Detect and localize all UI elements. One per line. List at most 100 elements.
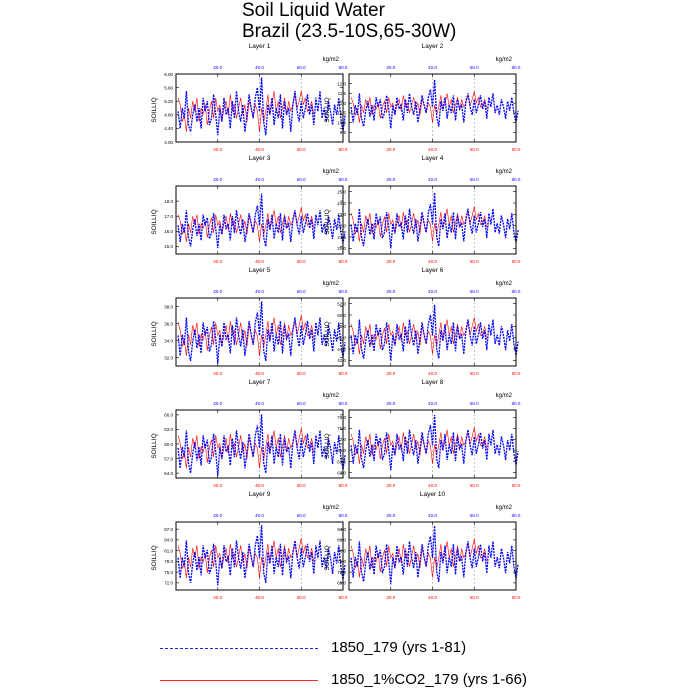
x-tick-label-top: 80.0: [339, 65, 348, 70]
x-tick-label-bottom: 20.0: [386, 483, 395, 488]
series-co2-line: [177, 538, 315, 579]
x-tick-label-top: 80.0: [512, 65, 521, 70]
x-tick-label-top: 20.0: [386, 289, 395, 294]
panel-title: Layer 8: [422, 379, 444, 386]
x-tick-label-bottom: 40.0: [255, 371, 264, 376]
series-co2-line: [350, 317, 488, 355]
y-tick-label: 4.00: [164, 140, 173, 145]
x-tick-label-top: 80.0: [512, 289, 521, 294]
panel-title: Layer 10: [420, 491, 446, 498]
y-tick-label: 63.0: [337, 470, 346, 475]
x-tick-label-top: 80.0: [339, 177, 348, 182]
x-tick-label-top: 80.0: [512, 177, 521, 182]
x-tick-label-bottom: 40.0: [428, 259, 437, 264]
x-tick-label-bottom: 80.0: [339, 371, 348, 376]
y-axis-label: SOILLIQ: [324, 321, 331, 346]
panel-7: Layer 7 kg/m2 SOILLIQ 54.0 57.0 60.0 63.0 66.0 2…: [151, 379, 348, 488]
series-control-line: [350, 79, 519, 129]
panel-title: Layer 6: [422, 267, 444, 274]
units-label: kg/m2: [323, 281, 340, 287]
x-tick-label-top: 80.0: [339, 401, 348, 406]
y-tick-label: 36.0: [164, 321, 173, 326]
legend-swatch-solid: [160, 680, 318, 681]
x-tick-label-bottom: 80.0: [339, 483, 348, 488]
y-tick-label: 4.40: [164, 126, 173, 131]
y-tick-label: 12.0: [337, 82, 346, 87]
x-tick-label-bottom: 80.0: [339, 147, 348, 152]
x-tick-label-top: 20.0: [213, 513, 222, 518]
legend-swatch-dashed: [160, 648, 318, 649]
x-tick-label-top: 40.0: [255, 401, 264, 406]
y-tick-label: 4.80: [164, 113, 173, 118]
series-co2-line: [350, 427, 488, 464]
x-tick-label-top: 60.0: [470, 289, 479, 294]
x-tick-label-top: 40.0: [428, 289, 437, 294]
panel-2: Layer 2 kg/m2 SOILLIQ 9.5 10.0 10.5 11.0 11.5 12…: [324, 43, 521, 152]
y-tick-label: 15.0: [164, 244, 173, 249]
panel-3: Layer 3 kg/m2 SOILLIQ 15.0 16.0 17.0 18.0 20.0 4…: [151, 155, 348, 264]
x-tick-label-bottom: 20.0: [386, 371, 395, 376]
units-label: kg/m2: [496, 393, 513, 399]
x-tick-label-top: 60.0: [470, 65, 479, 70]
y-tick-label: 72.0: [164, 581, 173, 586]
legend-item-co2: 1850_1%CO2_179 (yrs 1-66): [160, 670, 680, 692]
y-tick-label: 50.0: [337, 313, 346, 318]
y-tick-label: 44.0: [337, 347, 346, 352]
x-tick-label-bottom: 60.0: [470, 259, 479, 264]
series-control-line: [177, 193, 346, 249]
series-co2-line: [177, 427, 315, 469]
x-tick-label-top: 60.0: [470, 401, 479, 406]
x-tick-label-top: 40.0: [428, 513, 437, 518]
units-label: kg/m2: [323, 169, 340, 175]
panel-title: Layer 3: [249, 155, 271, 162]
x-tick-label-bottom: 40.0: [428, 147, 437, 152]
x-tick-label-bottom: 20.0: [213, 147, 222, 152]
x-tick-label-top: 80.0: [512, 401, 521, 406]
x-tick-label-top: 60.0: [297, 177, 306, 182]
y-tick-label: 32.0: [164, 355, 173, 360]
x-tick-label-top: 20.0: [213, 177, 222, 182]
y-axis-label: SOILLIQ: [151, 321, 158, 346]
y-tick-label: 75.0: [337, 559, 346, 564]
y-tick-label: 11.0: [338, 101, 347, 106]
series-control-line: [177, 77, 346, 136]
x-tick-label-top: 20.0: [386, 65, 395, 70]
y-tick-label: 38.0: [164, 304, 173, 309]
series-co2-line: [350, 91, 488, 123]
series-control-line: [350, 525, 519, 585]
x-tick-label-top: 20.0: [213, 289, 222, 294]
y-tick-label: 18.0: [164, 199, 173, 204]
x-tick-label-bottom: 20.0: [213, 259, 222, 264]
y-tick-label: 72.0: [337, 570, 346, 575]
y-tick-label: 48.0: [337, 324, 346, 329]
x-tick-label-bottom: 40.0: [255, 595, 264, 600]
y-tick-label: 81.0: [164, 548, 173, 553]
panel-1: Layer 1 kg/m2 SOILLIQ 4.00 4.40 4.80 5.20 5.60 6…: [151, 43, 348, 152]
y-tick-label: 22.0: [337, 223, 346, 228]
x-tick-label-top: 20.0: [386, 513, 395, 518]
chart-title: Soil Liquid Water: [242, 0, 385, 21]
y-axis-label: SOILLIQ: [151, 545, 158, 570]
x-tick-label-top: 40.0: [255, 289, 264, 294]
x-tick-label-bottom: 60.0: [470, 483, 479, 488]
x-tick-label-bottom: 60.0: [297, 259, 306, 264]
y-axis-label: SOILLIQ: [324, 209, 331, 234]
x-tick-label-bottom: 20.0: [213, 371, 222, 376]
panel-title: Layer 1: [249, 43, 271, 50]
legend-label-co2: 1850_1%CO2_179 (yrs 1-66): [331, 671, 527, 688]
panel-title: Layer 4: [422, 155, 444, 162]
x-tick-label-bottom: 60.0: [470, 595, 479, 600]
series-control-line: [350, 304, 519, 361]
x-tick-label-bottom: 60.0: [297, 483, 306, 488]
x-tick-label-bottom: 40.0: [255, 147, 264, 152]
y-tick-label: 84.0: [337, 527, 346, 532]
units-label: kg/m2: [323, 57, 340, 63]
panel-title: Layer 5: [249, 267, 271, 274]
y-tick-label: 78.0: [164, 559, 173, 564]
series-co2-line: [177, 90, 315, 132]
x-tick-label-top: 60.0: [470, 177, 479, 182]
x-tick-label-bottom: 40.0: [255, 483, 264, 488]
y-tick-label: 78.0: [337, 415, 346, 420]
x-tick-label-bottom: 20.0: [386, 147, 395, 152]
